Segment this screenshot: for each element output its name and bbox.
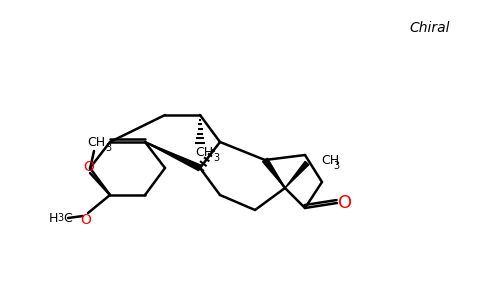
Text: H: H xyxy=(48,212,58,224)
Text: O: O xyxy=(80,213,91,227)
Polygon shape xyxy=(145,142,201,171)
Text: 3: 3 xyxy=(213,153,219,163)
Text: CH: CH xyxy=(195,146,213,160)
Polygon shape xyxy=(285,161,309,188)
Text: CH: CH xyxy=(87,136,105,149)
Text: Chiral: Chiral xyxy=(410,21,450,35)
Text: 3: 3 xyxy=(333,161,339,171)
Text: C: C xyxy=(63,212,73,224)
Text: 3: 3 xyxy=(105,143,111,153)
Text: O: O xyxy=(84,160,94,174)
Text: O: O xyxy=(338,194,352,212)
Text: 3: 3 xyxy=(57,213,63,223)
Text: CH: CH xyxy=(321,154,339,167)
Polygon shape xyxy=(262,158,285,188)
